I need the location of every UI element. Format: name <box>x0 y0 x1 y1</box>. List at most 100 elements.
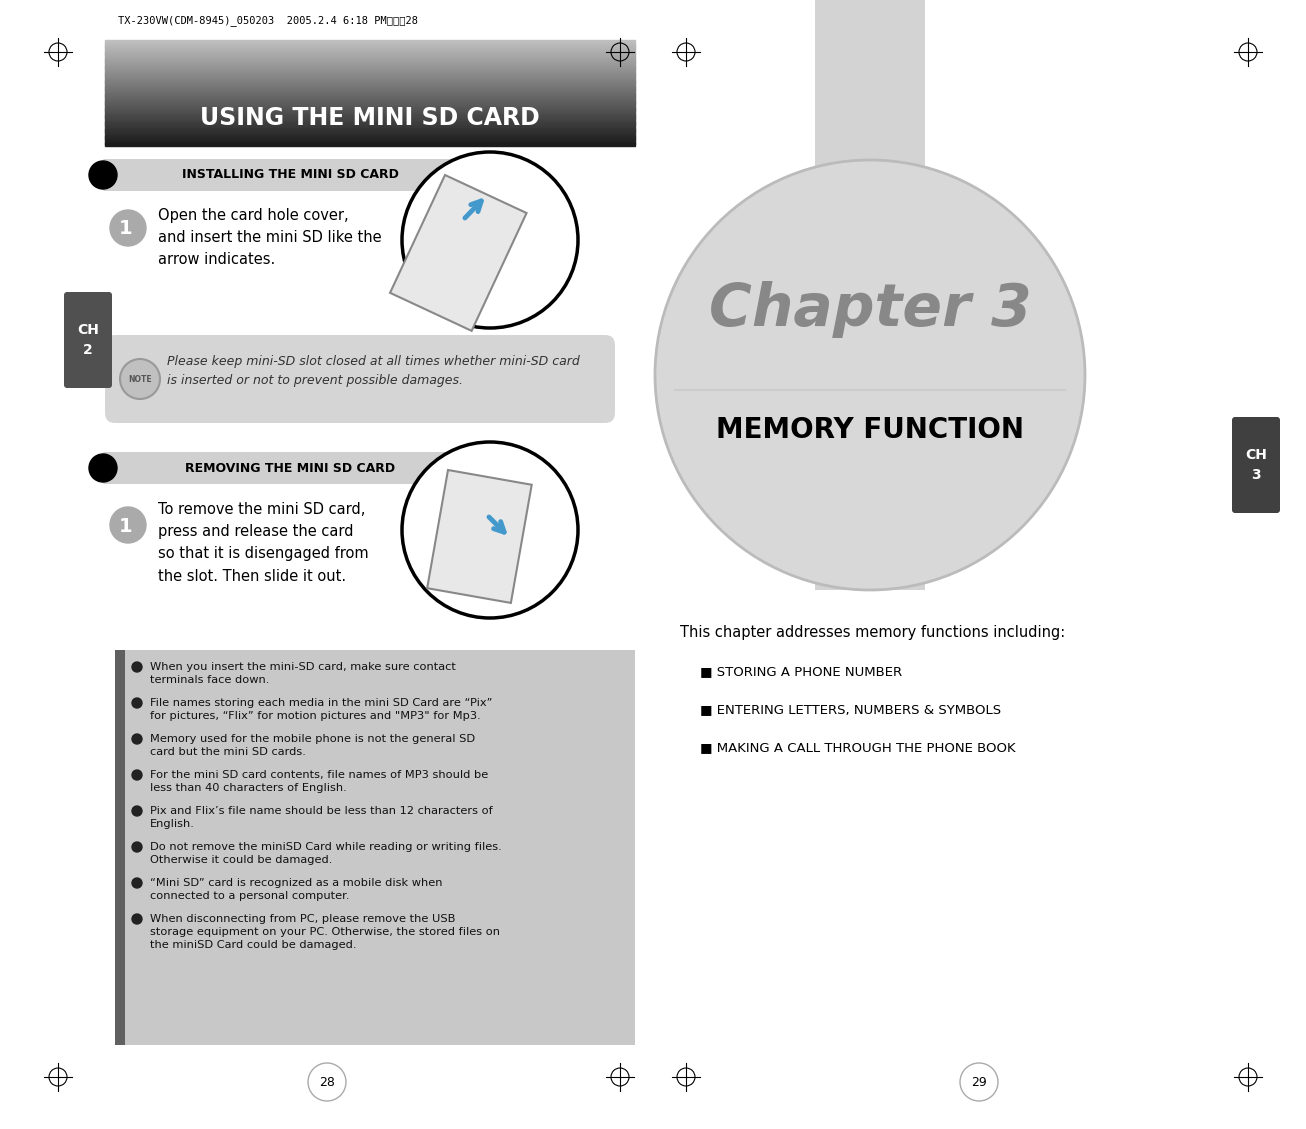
Bar <box>115 650 125 1045</box>
Text: Pix and Flix’s file name should be less than 12 characters of: Pix and Flix’s file name should be less … <box>150 806 492 816</box>
Bar <box>104 89 635 91</box>
FancyBboxPatch shape <box>1232 417 1280 513</box>
Circle shape <box>132 806 142 816</box>
Text: Chapter 3: Chapter 3 <box>709 281 1032 339</box>
Bar <box>104 105 635 107</box>
Bar <box>104 45 635 47</box>
Bar <box>104 141 635 143</box>
Text: TX-230VW(CDM-8945)_050203  2005.2.4 6:18 PM㍿이직28: TX-230VW(CDM-8945)_050203 2005.2.4 6:18 … <box>118 15 418 26</box>
Bar <box>104 143 635 146</box>
Bar <box>104 124 635 126</box>
Bar <box>104 79 635 81</box>
Bar <box>104 75 635 77</box>
Bar <box>104 61 635 63</box>
Bar <box>104 93 635 95</box>
Circle shape <box>120 359 161 399</box>
Circle shape <box>89 454 118 482</box>
Text: ■ STORING A PHONE NUMBER: ■ STORING A PHONE NUMBER <box>700 665 902 679</box>
Bar <box>104 87 635 89</box>
Bar <box>104 54 635 56</box>
Text: USING THE MINI SD CARD: USING THE MINI SD CARD <box>200 106 539 130</box>
Bar <box>104 94 635 96</box>
Bar <box>104 68 635 70</box>
Text: ■ MAKING A CALL THROUGH THE PHONE BOOK: ■ MAKING A CALL THROUGH THE PHONE BOOK <box>700 741 1016 754</box>
Bar <box>104 55 635 58</box>
Bar <box>104 125 635 128</box>
Bar <box>104 128 635 130</box>
Text: Otherwise it could be damaged.: Otherwise it could be damaged. <box>150 855 332 865</box>
Circle shape <box>308 1064 346 1101</box>
Text: terminals face down.: terminals face down. <box>150 675 269 685</box>
Bar <box>104 114 635 116</box>
Circle shape <box>960 1064 998 1101</box>
Circle shape <box>132 662 142 672</box>
Bar <box>104 131 635 133</box>
Text: When you insert the mini-SD card, make sure contact: When you insert the mini-SD card, make s… <box>150 662 456 672</box>
Text: less than 40 characters of English.: less than 40 characters of English. <box>150 784 347 793</box>
Bar <box>104 40 635 42</box>
Text: INSTALLING THE MINI SD CARD: INSTALLING THE MINI SD CARD <box>182 168 398 182</box>
Text: the miniSD Card could be damaged.: the miniSD Card could be damaged. <box>150 940 357 949</box>
Text: Open the card hole cover,
and insert the mini SD like the
arrow indicates.: Open the card hole cover, and insert the… <box>158 208 381 268</box>
Bar <box>104 82 635 85</box>
Text: ■ ENTERING LETTERS, NUMBERS & SYMBOLS: ■ ENTERING LETTERS, NUMBERS & SYMBOLS <box>700 703 1002 716</box>
Bar <box>104 119 635 121</box>
Bar <box>104 133 635 135</box>
Bar <box>104 86 635 88</box>
Bar <box>104 67 635 69</box>
Text: Do not remove the miniSD Card while reading or writing files.: Do not remove the miniSD Card while read… <box>150 842 502 852</box>
Text: MEMORY FUNCTION: MEMORY FUNCTION <box>716 415 1024 444</box>
Bar <box>104 134 635 137</box>
Text: 28: 28 <box>319 1076 334 1088</box>
Bar <box>104 71 635 73</box>
Bar <box>104 51 635 53</box>
Bar <box>115 650 635 1045</box>
Bar <box>104 129 635 131</box>
Bar <box>104 137 635 139</box>
Bar <box>104 64 635 67</box>
Bar <box>104 121 635 123</box>
Text: storage equipment on your PC. Otherwise, the stored files on: storage equipment on your PC. Otherwise,… <box>150 927 500 937</box>
Bar <box>104 84 635 86</box>
Text: English.: English. <box>150 819 195 829</box>
Text: Please keep mini-SD slot closed at all times whether mini-SD card
is inserted or: Please keep mini-SD slot closed at all t… <box>167 355 580 387</box>
Bar <box>104 117 635 120</box>
Circle shape <box>89 161 118 189</box>
Text: NOTE: NOTE <box>128 375 151 384</box>
Circle shape <box>110 507 146 543</box>
Circle shape <box>402 152 579 329</box>
Bar <box>104 110 635 112</box>
Bar <box>104 102 635 104</box>
Bar <box>815 0 925 590</box>
Bar <box>104 44 635 46</box>
Text: To remove the mini SD card,
press and release the card
so that it is disengaged : To remove the mini SD card, press and re… <box>158 502 368 584</box>
Text: Memory used for the mobile phone is not the general SD: Memory used for the mobile phone is not … <box>150 734 475 744</box>
Bar <box>104 59 635 61</box>
Bar <box>104 115 635 117</box>
Bar <box>104 96 635 98</box>
Circle shape <box>132 842 142 852</box>
Text: card but the mini SD cards.: card but the mini SD cards. <box>150 747 306 758</box>
Text: connected to a personal computer.: connected to a personal computer. <box>150 891 350 901</box>
FancyBboxPatch shape <box>104 335 615 423</box>
Bar <box>390 175 526 331</box>
Text: for pictures, “Flix” for motion pictures and "MP3" for Mp3.: for pictures, “Flix” for motion pictures… <box>150 711 481 721</box>
Circle shape <box>110 210 146 246</box>
Bar <box>104 49 635 51</box>
Text: REMOVING THE MINI SD CARD: REMOVING THE MINI SD CARD <box>185 462 394 474</box>
Bar <box>104 80 635 82</box>
Text: 1: 1 <box>119 219 133 238</box>
Bar <box>104 63 635 65</box>
Text: “Mini SD” card is recognized as a mobile disk when: “Mini SD” card is recognized as a mobile… <box>150 878 443 889</box>
Text: This chapter addresses memory functions including:: This chapter addresses memory functions … <box>680 625 1066 640</box>
FancyBboxPatch shape <box>102 159 468 191</box>
FancyBboxPatch shape <box>102 452 468 484</box>
Circle shape <box>656 160 1085 590</box>
Text: 1: 1 <box>119 516 133 535</box>
Text: File names storing each media in the mini SD Card are “Pix”: File names storing each media in the min… <box>150 698 492 708</box>
Circle shape <box>132 734 142 744</box>
Bar <box>104 73 635 76</box>
Circle shape <box>402 441 579 618</box>
Circle shape <box>132 878 142 889</box>
Bar <box>104 42 635 44</box>
